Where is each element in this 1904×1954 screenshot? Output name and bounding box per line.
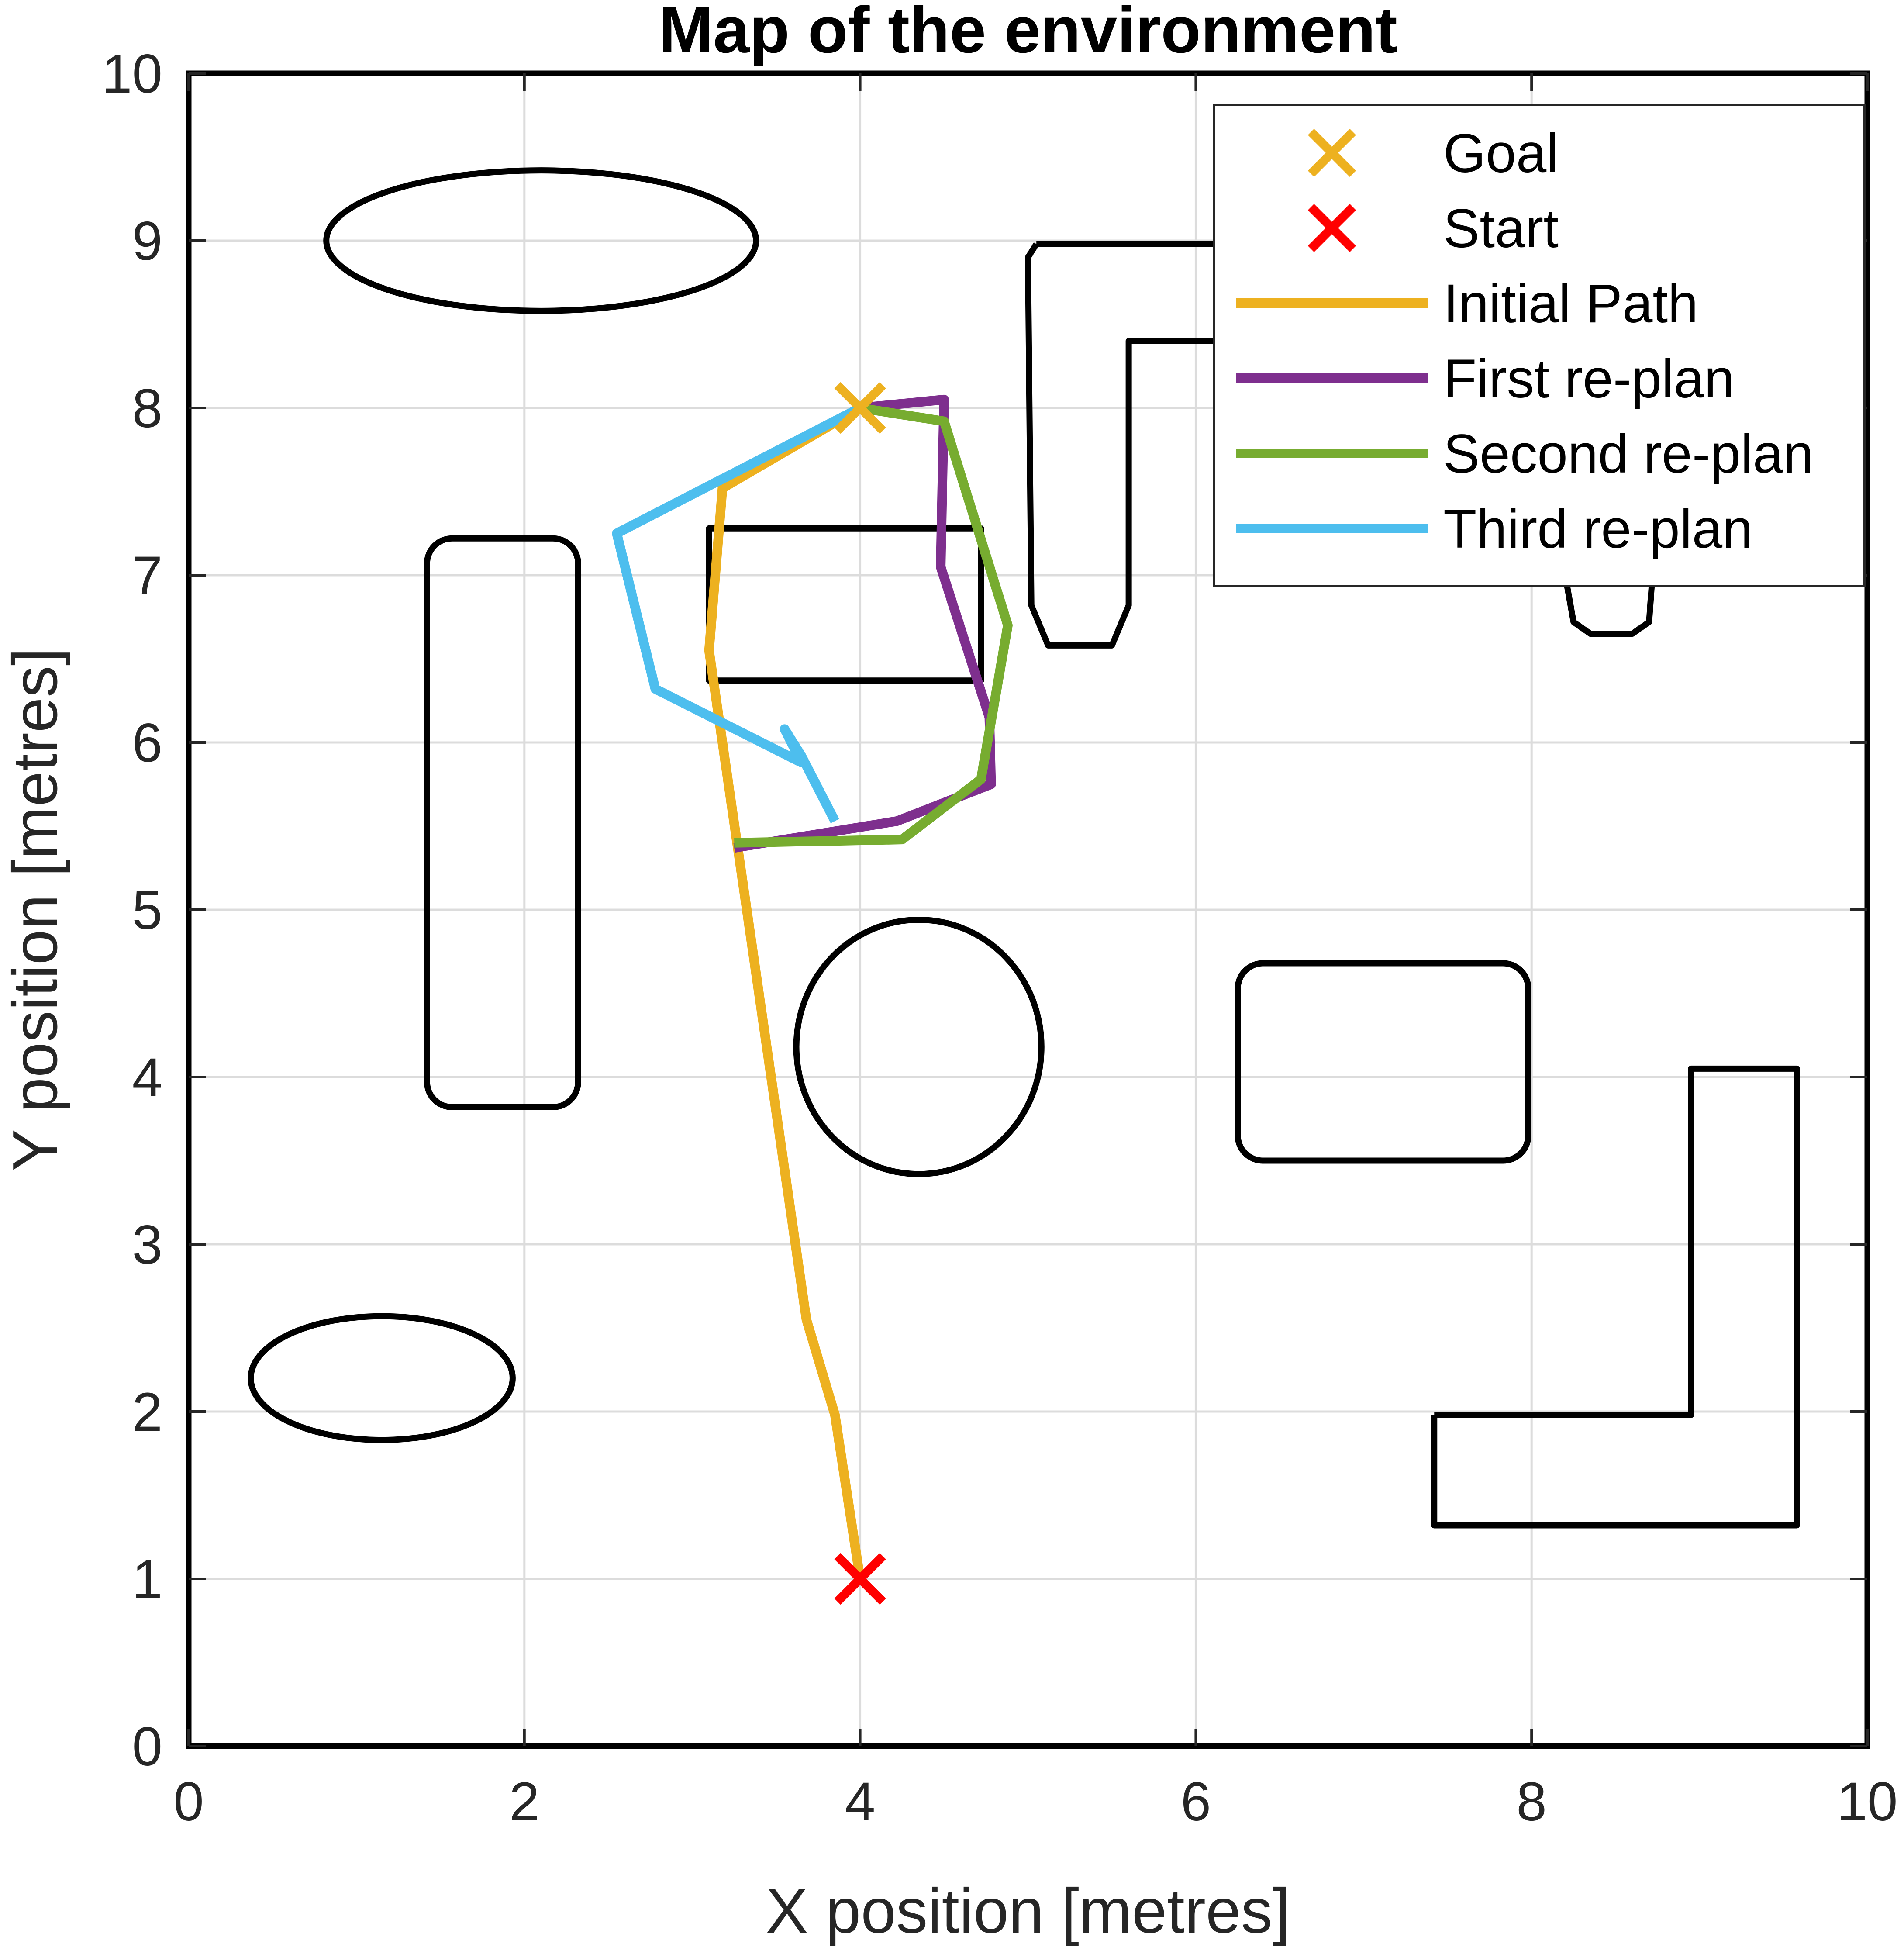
legend: Goal Start Initial Path First re-plan Second… <box>1213 104 1866 587</box>
x-tick-label: 10 <box>1837 1771 1897 1832</box>
y-tick-label: 6 <box>132 713 162 773</box>
x-axis-label: X position [metres] <box>766 1875 1290 1946</box>
y-tick-label: 1 <box>132 1549 162 1610</box>
series <box>612 394 1013 1580</box>
y-tick-label: 4 <box>132 1047 162 1108</box>
legend-label-start: Start <box>1443 198 1559 259</box>
legend-label-third-re-plan: Third re-plan <box>1443 499 1753 559</box>
series-initial-path <box>704 404 865 1580</box>
x-tick-label: 6 <box>1181 1771 1211 1832</box>
y-tick-label: 10 <box>102 44 162 104</box>
obstacle-outline <box>1431 1065 1800 1529</box>
y-tick-label: 8 <box>132 378 162 439</box>
obstacle-rectangle <box>424 535 581 1110</box>
x-tick-label: 2 <box>509 1771 540 1832</box>
tick-labels: 0 2 4 6 8 10 0 1 2 3 4 5 6 7 8 9 10 <box>102 44 1898 1832</box>
marker-goal <box>834 382 886 434</box>
marker-start <box>834 1553 886 1605</box>
marker-start-stroke <box>834 1553 886 1605</box>
legend-marker-goal-stroke <box>1307 128 1356 177</box>
y-tick-label: 5 <box>132 880 162 941</box>
series-second-re-plan <box>734 403 1013 848</box>
y-tick-label: 9 <box>132 211 162 272</box>
obstacle-ellipse <box>248 1313 516 1443</box>
obstacle-outline <box>1562 574 1656 637</box>
y-tick-label: 3 <box>132 1215 162 1275</box>
obstacle-rectangle <box>1235 960 1531 1164</box>
legend-label-goal: Goal <box>1443 123 1559 184</box>
legend-box <box>1213 104 1866 587</box>
obstacle-ellipse <box>793 916 1045 1177</box>
marker-goal-stroke <box>834 382 886 434</box>
markers <box>834 382 886 1605</box>
legend-label-initial-path: Initial Path <box>1443 273 1698 334</box>
legend-marker-goal <box>1307 128 1356 177</box>
y-tick-label: 2 <box>132 1382 162 1443</box>
x-tick-label: 4 <box>845 1771 876 1832</box>
legend-marker-start <box>1307 204 1356 252</box>
legend-label-first-re-plan: First re-plan <box>1443 349 1735 409</box>
legend-marker-start-stroke <box>1307 204 1356 252</box>
x-tick-label: 8 <box>1516 1771 1547 1832</box>
series-third-re-plan <box>612 404 862 824</box>
obstacle-ellipse <box>323 167 759 314</box>
y-tick-label: 0 <box>132 1716 162 1777</box>
y-axis-label: Y position [metres] <box>0 648 70 1171</box>
chart-title: Map of the environment <box>659 0 1397 66</box>
x-tick-label: 0 <box>173 1771 204 1832</box>
y-tick-label: 7 <box>132 545 162 606</box>
legend-label-second-re-plan: Second re-plan <box>1443 424 1814 484</box>
